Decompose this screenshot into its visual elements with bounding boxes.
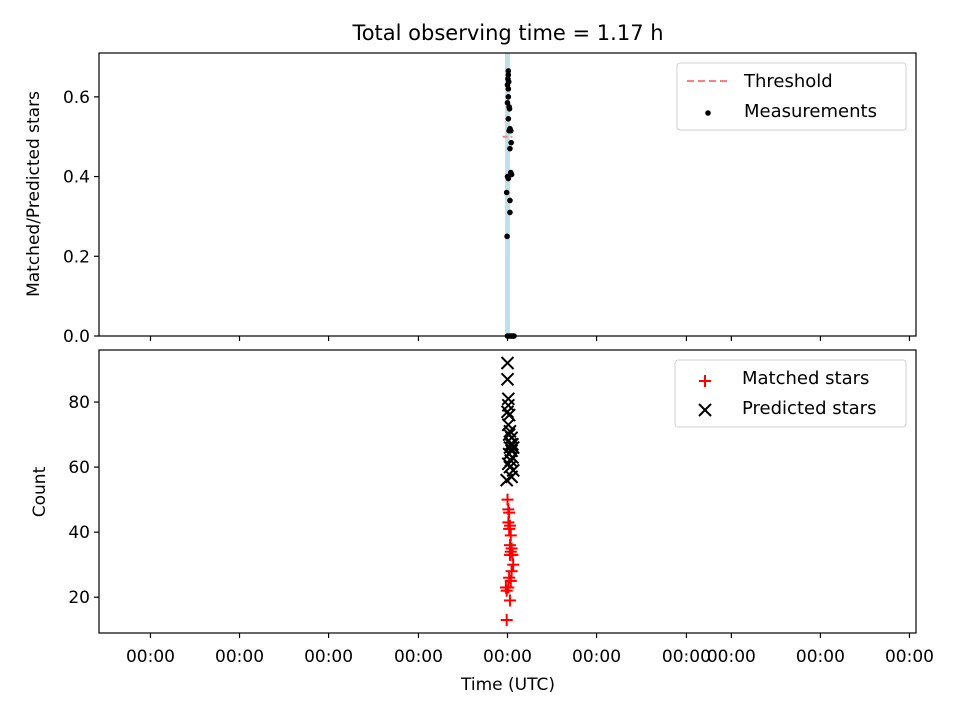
count-panel-xlabel: Time (UTC)	[460, 675, 555, 695]
matched-stars-point	[503, 522, 516, 535]
predicted-stars-point	[501, 457, 516, 471]
measurements-legend-marker	[705, 110, 711, 116]
measurements-point	[507, 145, 513, 152]
ratio-legend-frame	[676, 62, 907, 131]
count-xtick-label: 00:00	[215, 647, 264, 667]
chart-title: Total observing time = 1.17 h	[351, 21, 663, 45]
matched-stars-point	[504, 574, 517, 587]
count-xtick-label: 00:00	[394, 647, 443, 667]
ratio-ytick-label: 0.6	[63, 88, 90, 108]
predicted-stars-point	[500, 372, 515, 386]
count-ytick-label: 60	[68, 458, 90, 478]
ratio-ytick-label: 0.0	[63, 327, 90, 347]
measurements-point	[505, 86, 512, 92]
measurements-point	[505, 175, 512, 182]
count-legend-frame	[674, 359, 907, 428]
predicted-stars-point	[499, 473, 514, 487]
ratio-panel-ylabel: Matched/Predicted stars	[24, 91, 44, 297]
matched-stars-legend-label: Matched stars	[742, 368, 869, 389]
count-xtick-label: 00:00	[483, 647, 532, 667]
measurements-point	[505, 94, 512, 100]
count-xtick-label: 00:00	[662, 647, 711, 667]
count-xtick-label: 00:00	[885, 647, 934, 667]
predicted-stars-legend-marker	[698, 403, 712, 417]
predicted-stars-point	[500, 356, 515, 370]
matched-stars-point	[503, 594, 516, 607]
count-xtick-label: 00:00	[707, 647, 756, 667]
measurements-point	[507, 209, 513, 216]
matched-stars-point	[499, 581, 512, 594]
measurements-point	[507, 127, 514, 134]
count-ytick-label: 40	[68, 523, 90, 543]
measurements-point	[506, 106, 513, 112]
predicted-stars-legend-label: Predicted stars	[742, 398, 876, 419]
measurements-point	[505, 68, 512, 74]
ratio-ytick-label: 0.2	[63, 247, 90, 267]
ratio-ytick-label: 0.4	[63, 168, 90, 188]
count-panel-ylabel: Count	[30, 466, 50, 517]
count-xtick-label: 00:00	[796, 647, 845, 667]
threshold-legend-label: Threshold	[743, 71, 833, 92]
ratio-legend: Threshold Measurements	[676, 62, 907, 131]
count-xtick-label: 00:00	[126, 647, 175, 667]
matched-stars-point	[507, 558, 520, 571]
measurements-point	[508, 333, 515, 339]
ratio-panel: Matched/Predicted stars 0.0 0.2 0.4 0.6	[24, 52, 917, 347]
matched-stars-point	[500, 613, 513, 626]
count-legend: Matched stars Predicted stars	[674, 359, 907, 428]
matched-stars-legend-marker	[699, 375, 711, 387]
measurements-legend-label: Measurements	[744, 101, 877, 122]
measurements-point	[504, 233, 510, 240]
measurements-point	[505, 115, 512, 122]
measurements-point	[503, 189, 510, 196]
predicted-stars-point	[505, 450, 520, 465]
predicted-stars-point	[500, 405, 515, 419]
measurements-point	[507, 197, 513, 204]
predicted-stars-point	[501, 392, 516, 406]
count-ytick-label: 80	[68, 393, 90, 413]
matched-stars-point	[503, 548, 516, 561]
count-ytick-label: 20	[68, 588, 90, 608]
measurements-point	[508, 139, 514, 146]
count-xtick-label: 00:00	[572, 647, 621, 667]
count-xtick-label: 00:00	[304, 647, 353, 667]
